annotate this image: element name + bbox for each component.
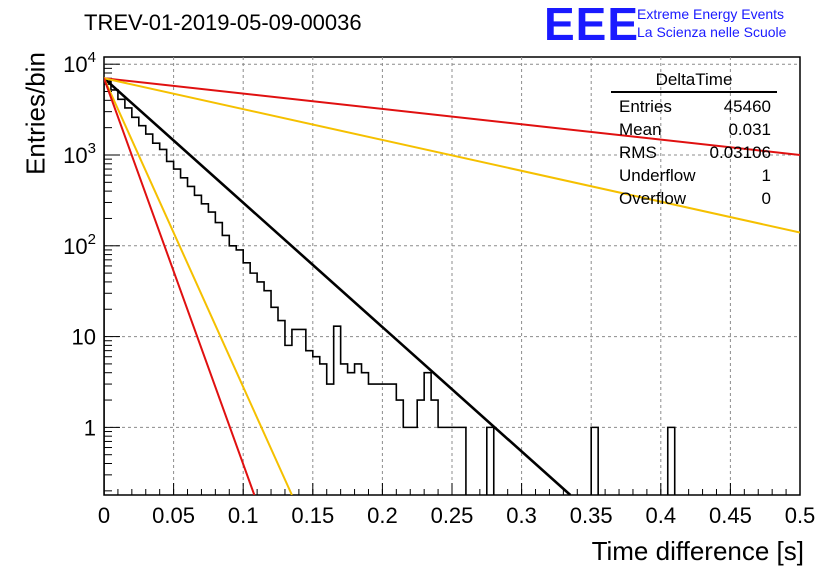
- stats-label: RMS: [619, 143, 657, 162]
- series-line-black: [104, 77, 572, 495]
- stats-row-rms: RMS 0.03106: [611, 141, 777, 164]
- y-tick-label: 103: [63, 140, 96, 168]
- y-tick-label: 1: [84, 415, 96, 440]
- page-title: TREV-01-2019-05-09-00036: [84, 10, 362, 35]
- axes: 0 0.05 0.1 0.15 0.2 0.25 0.3 0.35 0.4 0.45 0.51101…: [63, 49, 815, 528]
- series-line-red: [104, 77, 800, 156]
- stats-row-underflow: Underflow 1: [611, 164, 777, 187]
- y-tick-label: 10: [72, 325, 96, 350]
- x-tick-label: 0.15: [291, 503, 334, 528]
- stats-value: 0.03106: [709, 143, 771, 162]
- stats-value: 45460: [723, 97, 771, 116]
- stats-value: 1: [761, 166, 771, 185]
- y-tick-label: 102: [63, 231, 96, 259]
- y-tick-label: 104: [63, 49, 96, 77]
- x-tick-label: 0.45: [709, 503, 752, 528]
- series-line-red: [104, 77, 256, 495]
- stats-row-entries: Entries 45460: [611, 95, 777, 118]
- stats-label: Mean: [619, 120, 662, 139]
- x-tick-label: 0: [98, 503, 110, 528]
- stats-row-overflow: Overflow 0: [611, 187, 777, 210]
- stats-value: 0.031: [728, 120, 771, 139]
- x-tick-label: 0.3: [506, 503, 537, 528]
- eee-logo: EEE: [544, 0, 640, 50]
- x-tick-label: 0.4: [646, 503, 677, 528]
- fit-lines: [104, 77, 800, 495]
- series-line-yellow: [104, 77, 800, 234]
- x-tick-label: 0.35: [570, 503, 613, 528]
- stats-label: Underflow: [619, 166, 696, 185]
- series-line-yellow: [104, 77, 293, 495]
- logo-subtitle: Extreme Energy Events La Scienza nelle S…: [637, 5, 786, 41]
- x-tick-label: 0.05: [152, 503, 195, 528]
- x-tick-label: 0.1: [228, 503, 259, 528]
- logo-line-1: Extreme Energy Events: [637, 6, 785, 22]
- stats-value: 0: [761, 189, 771, 208]
- histogram: [104, 80, 676, 495]
- x-axis-label: Time difference [s]: [591, 536, 804, 566]
- stats-row-mean: Mean 0.031: [611, 118, 777, 141]
- x-tick-label: 0.2: [367, 503, 398, 528]
- stats-title: DeltaTime: [611, 70, 777, 93]
- x-tick-label: 0.5: [785, 503, 816, 528]
- x-tick-label: 0.25: [431, 503, 474, 528]
- stats-box: DeltaTime Entries 45460 Mean 0.031 RMS 0…: [611, 70, 777, 210]
- logo-line-2: La Scienza nelle Scuole: [637, 24, 787, 40]
- stats-label: Entries: [619, 97, 672, 116]
- histogram-outline: [104, 80, 676, 495]
- stats-label: Overflow: [619, 189, 687, 208]
- y-axis-label: Entries/bin: [20, 52, 51, 175]
